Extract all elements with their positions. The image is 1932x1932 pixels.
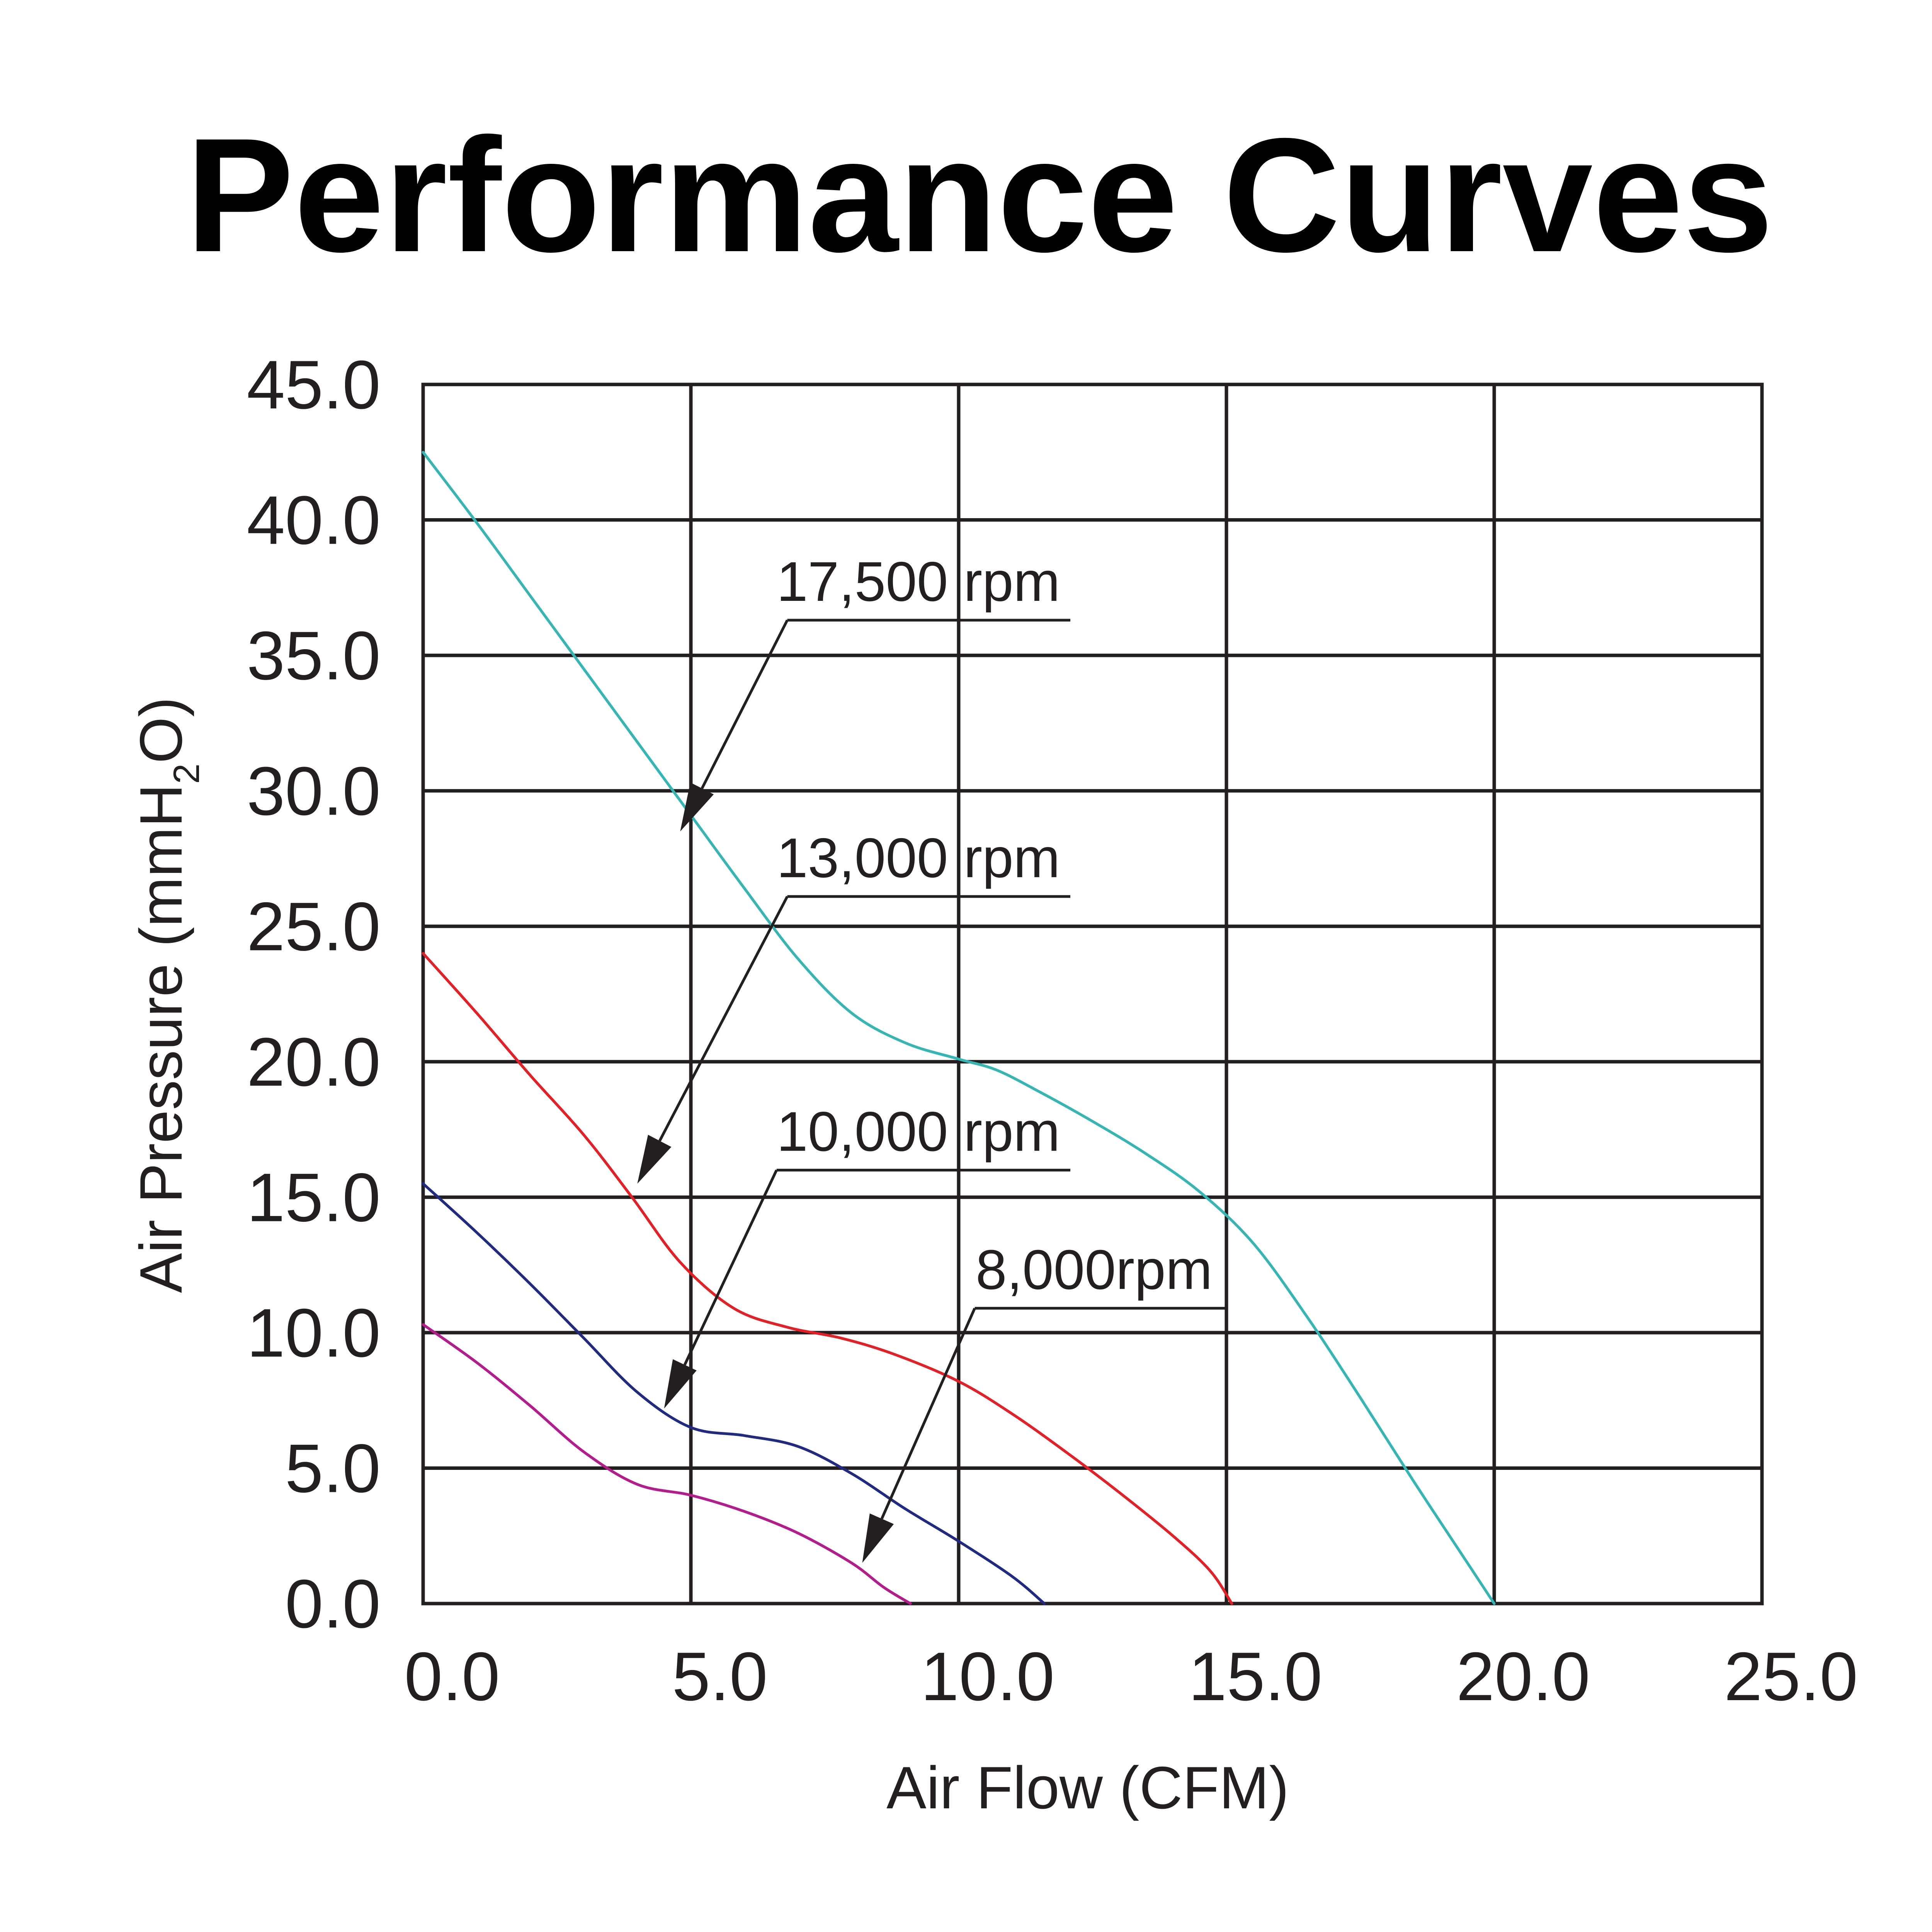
callout-arrowhead: [664, 1359, 697, 1409]
x-tick-label: 0.0: [404, 1638, 500, 1715]
y-tick-label: 15.0: [247, 1159, 381, 1236]
series-line-3: [422, 1323, 912, 1605]
x-tick-labels: 0.0 5.0 10.0 15.0 20.0 25.0: [404, 1638, 1858, 1715]
series-label-3: 8,000rpm: [976, 1238, 1213, 1301]
x-tick-label: 25.0: [1724, 1638, 1858, 1715]
series-label-1: 13,000 rpm: [777, 827, 1060, 889]
plot-frame: [421, 383, 1764, 1605]
callout-arrowhead: [680, 782, 714, 832]
grid: [421, 383, 1764, 1605]
y-tick-label: 35.0: [247, 617, 381, 694]
x-tick-label: 10.0: [921, 1638, 1054, 1715]
series-line-2: [422, 1182, 1046, 1605]
x-tick-label: 15.0: [1189, 1638, 1322, 1715]
y-tick-label: 20.0: [247, 1024, 381, 1100]
chart-title: Performance Curves: [186, 105, 1774, 286]
series-label-2: 10,000 rpm: [777, 1100, 1060, 1163]
y-tick-label: 5.0: [285, 1430, 381, 1507]
series-callouts: 17,500 rpm 13,000 rpm 10,000 rpm 8,000rpm: [637, 550, 1225, 1563]
callout-leader-line: [683, 1169, 778, 1366]
y-axis-label-suffix: O): [128, 697, 194, 764]
y-tick-label: 40.0: [247, 482, 381, 559]
y-axis-label-subscript: 2: [166, 764, 207, 784]
y-tick-label: 10.0: [247, 1294, 381, 1371]
x-axis-label: Air Flow (CFM): [886, 1754, 1289, 1821]
y-tick-label: 30.0: [247, 753, 381, 830]
callout-leader-line: [658, 896, 789, 1142]
series-line-1: [422, 952, 1233, 1605]
callout-arrowhead: [637, 1134, 672, 1184]
y-tick-label: 0.0: [285, 1565, 381, 1642]
callout-leader-line: [701, 619, 789, 789]
y-tick-label: 45.0: [247, 346, 381, 423]
x-tick-label: 20.0: [1456, 1638, 1590, 1715]
series-curves: [422, 451, 1496, 1605]
series-label-0: 17,500 rpm: [777, 550, 1060, 613]
x-tick-label: 5.0: [672, 1638, 767, 1715]
callout-leader-line: [880, 1308, 976, 1519]
series-line-0: [422, 451, 1496, 1605]
y-axis-label-prefix: Air Pressure (mmH: [128, 784, 194, 1293]
y-tick-labels: 0.0 5.0 10.0 15.0 20.0 25.0 30.0 35.0 40.0 45.0: [247, 346, 381, 1642]
y-axis-label: Air Pressure (mmH2O): [128, 697, 207, 1293]
y-tick-label: 25.0: [247, 888, 381, 965]
callout-arrowhead: [862, 1513, 894, 1563]
